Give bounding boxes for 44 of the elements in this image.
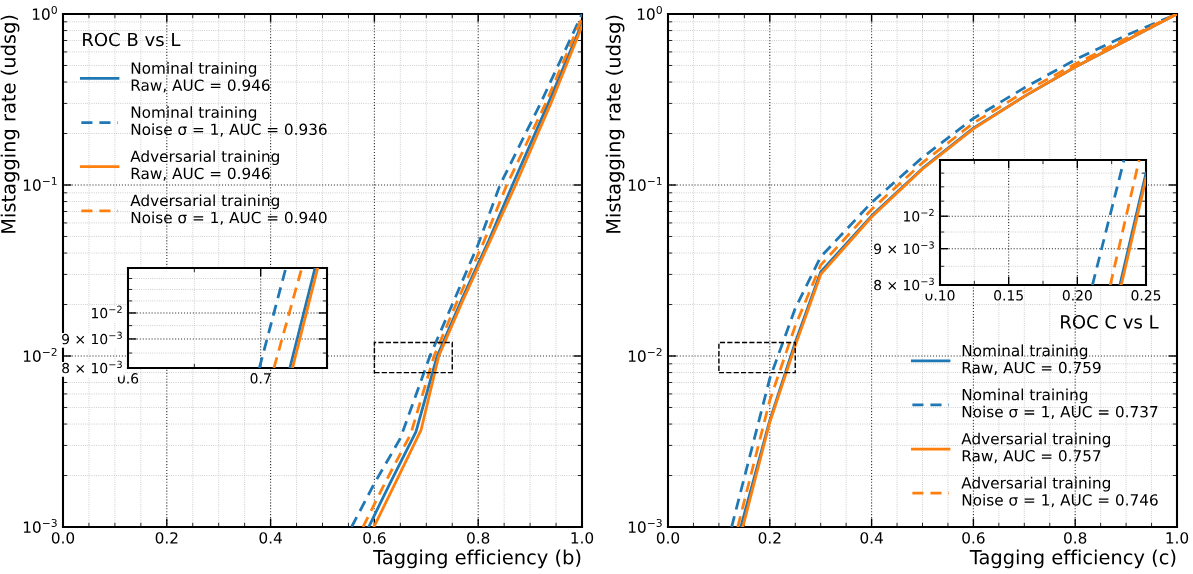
legend-title: ROC B vs L bbox=[83, 32, 181, 47]
x-axis-title: Tagging efficiency (b) bbox=[373, 549, 581, 569]
y-tick-label: 10$^{−2}$ bbox=[92, 305, 122, 319]
x-tick-label: 0.25 bbox=[1131, 290, 1161, 301]
legend-label: Adversarial training Raw, AUC = 0.946 bbox=[130, 150, 279, 181]
y-tick-label: 10$^{−2}$ bbox=[23, 347, 57, 362]
legend-label: Nominal training Raw, AUC = 0.759 bbox=[962, 344, 1101, 375]
legend-title: ROC C vs L bbox=[1061, 315, 1159, 329]
y-tick-label: 10$^{−2}$ bbox=[628, 347, 662, 362]
x-tick-label: 1.0 bbox=[571, 532, 594, 544]
x-tick-label: 0.8 bbox=[1064, 532, 1087, 544]
x-tick-label: 0.4 bbox=[259, 532, 282, 544]
y-tick-label: 10$^{0}$ bbox=[637, 5, 662, 20]
legend-label: Adversarial training Noise σ = 1, AUC = 0.940 bbox=[130, 194, 327, 225]
x-tick-label: 0.6 bbox=[962, 532, 985, 544]
y-tick-label: 9 × 10$^{−3}$ bbox=[874, 241, 934, 255]
x-tick-label: 0.0 bbox=[656, 532, 680, 544]
legend-label: Nominal training Noise σ = 1, AUC = 0.936 bbox=[131, 106, 327, 137]
y-axis-title: Mistagging rate (udsg) bbox=[605, 15, 625, 233]
x-tick-label: 0.6 bbox=[363, 532, 386, 544]
x-tick-label: 0.2 bbox=[155, 532, 178, 544]
y-tick-label: 8 × 10$^{−3}$ bbox=[62, 360, 122, 374]
legend-label: Adversarial training Noise σ = 1, AUC = 0.746 bbox=[961, 476, 1158, 508]
x-tick-label: 1.0 bbox=[1166, 532, 1189, 544]
y-axis-title: Mistagging rate (udsg) bbox=[0, 15, 20, 233]
legend-label: Nominal training Noise σ = 1, AUC = 0.737 bbox=[962, 388, 1158, 420]
x-tick-label: 0.7 bbox=[250, 373, 271, 384]
legend-label: Nominal training Raw, AUC = 0.946 bbox=[131, 62, 270, 93]
y-tick-label: 10$^{−1}$ bbox=[23, 177, 57, 191]
x-tick-label: 0.8 bbox=[467, 532, 490, 544]
y-tick-label: 10$^{0}$ bbox=[32, 5, 57, 20]
y-tick-label: 10$^{−3}$ bbox=[628, 518, 662, 533]
x-tick-label: 0.20 bbox=[1062, 290, 1092, 301]
y-tick-label: 8 × 10$^{−3}$ bbox=[874, 277, 934, 291]
x-tick-label: 0.15 bbox=[994, 290, 1023, 301]
x-tick-label: 0.0 bbox=[51, 532, 75, 544]
x-tick-label: 0.4 bbox=[860, 532, 883, 544]
y-tick-label: 10$^{−2}$ bbox=[904, 208, 934, 222]
x-tick-label: 0.2 bbox=[758, 532, 781, 544]
y-tick-label: 10$^{−1}$ bbox=[628, 177, 662, 191]
y-tick-label: 10$^{−3}$ bbox=[23, 518, 57, 533]
y-tick-label: 9 × 10$^{−3}$ bbox=[62, 331, 122, 345]
x-axis-title: Tagging efficiency (c) bbox=[969, 549, 1176, 569]
legend-label: Adversarial training Raw, AUC = 0.757 bbox=[961, 432, 1110, 464]
